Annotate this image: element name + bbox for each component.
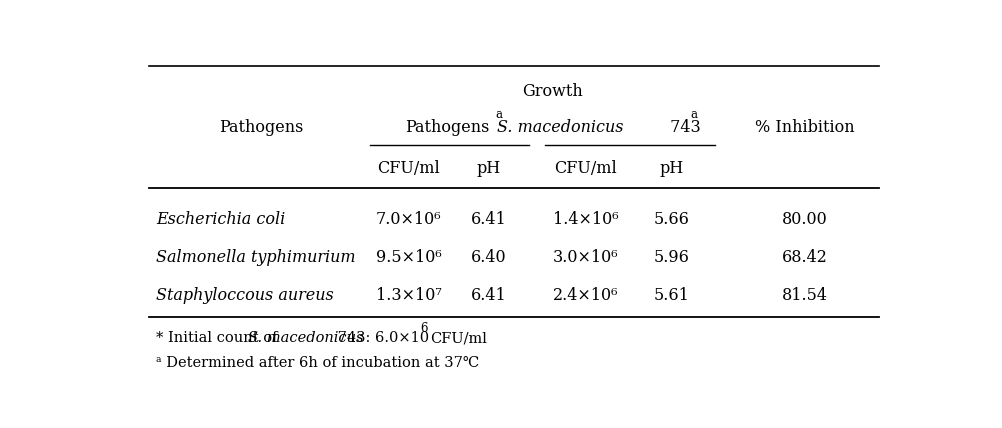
Text: 9.5×10⁶: 9.5×10⁶ (376, 249, 442, 266)
Text: pH: pH (659, 160, 683, 177)
Text: CFU/ml: CFU/ml (554, 160, 617, 177)
Text: CFU/ml: CFU/ml (378, 160, 440, 177)
Text: 7.0×10⁶: 7.0×10⁶ (376, 211, 442, 228)
Text: 743: 6.0×10: 743: 6.0×10 (334, 331, 430, 345)
Text: Salmonella typhimurium: Salmonella typhimurium (156, 249, 356, 266)
Text: 6.40: 6.40 (471, 249, 506, 266)
Text: a: a (496, 108, 503, 121)
Text: Staphyloccous aureus: Staphyloccous aureus (156, 287, 334, 304)
Text: 5.61: 5.61 (653, 287, 689, 304)
Text: 3.0×10⁶: 3.0×10⁶ (553, 249, 618, 266)
Text: Growth: Growth (522, 83, 583, 100)
Text: S. macedonicus: S. macedonicus (497, 119, 623, 136)
Text: 80.00: 80.00 (782, 211, 828, 228)
Text: 6.41: 6.41 (471, 211, 507, 228)
Text: Escherichia coli: Escherichia coli (156, 211, 286, 228)
Text: ᵃ Determined after 6h of incubation at 37℃: ᵃ Determined after 6h of incubation at 3… (156, 356, 480, 370)
Text: % Inhibition: % Inhibition (755, 119, 855, 136)
Text: 5.96: 5.96 (653, 249, 689, 266)
Text: a: a (690, 108, 697, 121)
Text: S. macedonicus: S. macedonicus (247, 331, 364, 345)
Text: pH: pH (477, 160, 501, 177)
Text: 1.4×10⁶: 1.4×10⁶ (553, 211, 618, 228)
Text: 68.42: 68.42 (782, 249, 828, 266)
Text: Pathogens: Pathogens (219, 119, 304, 136)
Text: 2.4×10⁶: 2.4×10⁶ (553, 287, 618, 304)
Text: 6.41: 6.41 (471, 287, 507, 304)
Text: 743: 743 (665, 119, 700, 136)
Text: CFU/ml: CFU/ml (430, 331, 487, 345)
Text: 5.66: 5.66 (653, 211, 689, 228)
Text: 1.3×10⁷: 1.3×10⁷ (376, 287, 442, 304)
Text: 6: 6 (421, 322, 428, 335)
Text: Pathogens: Pathogens (406, 119, 490, 136)
Text: 81.54: 81.54 (782, 287, 828, 304)
Text: * Initial count of: * Initial count of (156, 331, 283, 345)
